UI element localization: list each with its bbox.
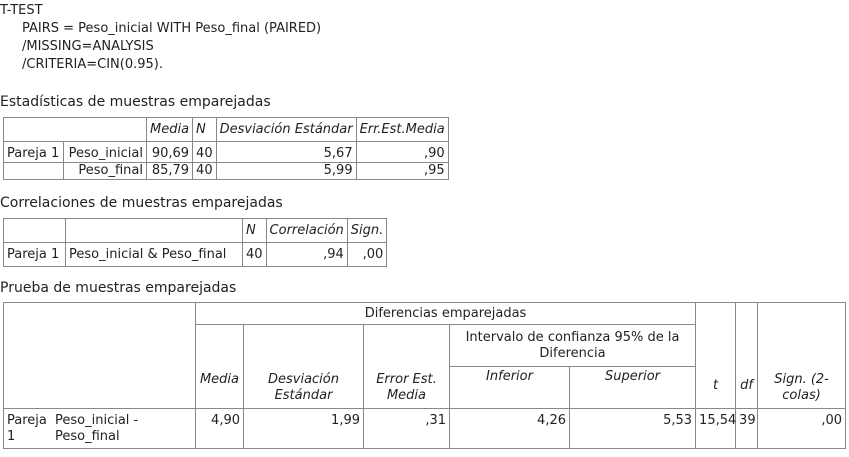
test-header-inf: Inferior — [449, 366, 570, 409]
test-t: 15,54 — [695, 408, 736, 449]
test-group-header: Diferencias emparejadas — [194, 302, 697, 325]
stats-header-err: Err.Est.Media — [355, 117, 449, 142]
stats-row1-err: ,90 — [355, 141, 449, 163]
syntax-line-1: T-TEST — [0, 3, 43, 18]
test-ci-header: Intervalo de confianza 95% de la Diferen… — [448, 324, 697, 367]
stats-header-desv: Desviación Estándar — [215, 117, 357, 142]
corr-caption: Correlaciones de muestras emparejadas — [0, 195, 283, 211]
test-err: ,31 — [363, 408, 450, 449]
test-caption: Prueba de muestras emparejadas — [0, 280, 237, 296]
stats-row2-media: 85,79 — [145, 162, 194, 180]
stats-row2-desv: 5,99 — [215, 162, 357, 180]
test-header-df: df — [735, 302, 759, 409]
stats-table: Media N Desviación Estándar Err.Est.Medi… — [2, 117, 449, 180]
stats-row2-err: ,95 — [355, 162, 449, 180]
syntax-block: T-TEST PAIRS = Peso_inicial WITH Peso_fi… — [0, 2, 321, 74]
test-sig: ,00 — [757, 408, 847, 449]
corr-r: ,94 — [265, 242, 348, 267]
test-header-err: Error Est. Media — [363, 324, 450, 409]
stats-pair-label: Pareja 1 — [2, 141, 65, 163]
corr-header-r: Correlación — [265, 218, 348, 243]
corr-sig: ,00 — [346, 242, 388, 267]
corr-table: N Correlación Sign. Pareja 1 Peso_inicia… — [3, 218, 388, 267]
stats-row2-n: 40 — [192, 162, 217, 180]
test-row-label: Pareja 1 Peso_inicial - Peso_final — [3, 408, 196, 449]
syntax-line-4: /CRITERIA=CIN(0.95). — [22, 57, 163, 72]
test-pair-label: Pareja 1 — [7, 413, 47, 444]
test-sup: 5,53 — [568, 408, 697, 449]
test-header-sig: Sign. (2-colas) — [757, 302, 847, 409]
corr-corner-2 — [65, 218, 243, 243]
test-corner — [3, 302, 196, 409]
test-var: Peso_inicial - Peso_final — [55, 413, 139, 444]
test-header-desv: Desviación Estándar — [243, 324, 364, 409]
test-header-t: t — [695, 302, 737, 409]
stats-row1-n: 40 — [192, 141, 217, 163]
stats-row1-var: Peso_inicial — [63, 141, 147, 163]
corr-corner-1 — [3, 218, 66, 243]
corr-pair-label: Pareja 1 — [3, 242, 66, 267]
test-df: 39 — [735, 408, 759, 449]
test-table: Diferencias emparejadas t df Sign. (2-co… — [3, 302, 847, 449]
corr-var: Peso_inicial & Peso_final — [65, 242, 243, 267]
test-desv: 1,99 — [243, 408, 364, 449]
stats-header-n: N — [192, 117, 217, 142]
stats-caption: Estadísticas de muestras emparejadas — [0, 94, 271, 110]
stats-pair-blank — [2, 162, 65, 180]
syntax-line-2: PAIRS = Peso_inicial WITH Peso_final (PA… — [22, 21, 322, 36]
test-header-media: Media — [195, 324, 244, 409]
stats-row1-media: 90,69 — [145, 141, 194, 163]
stats-header-media: Media — [145, 117, 194, 142]
stats-corner — [3, 117, 147, 142]
corr-n: 40 — [242, 242, 267, 267]
syntax-line-3: /MISSING=ANALYSIS — [22, 39, 154, 54]
corr-header-n: N — [242, 218, 267, 243]
test-header-sup: Superior — [568, 366, 697, 409]
stats-row1-desv: 5,67 — [215, 141, 357, 163]
corr-header-sig: Sign. — [346, 218, 388, 243]
stats-row2-var: Peso_final — [63, 162, 147, 180]
test-media: 4,90 — [195, 408, 244, 449]
test-inf: 4,26 — [449, 408, 570, 449]
